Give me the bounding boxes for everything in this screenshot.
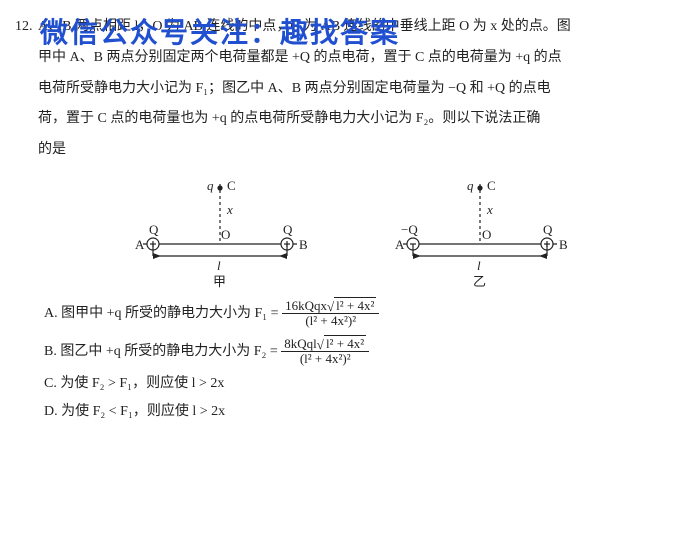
option-c: C. 为使 F₂ > F₁，则应使 l > 2x — [44, 374, 680, 394]
option-b-den: (l² + 4x²)² — [281, 352, 369, 366]
option-a-num-sqrt: l² + 4x² — [334, 297, 376, 313]
option-b: B. 图乙中 +q 所受的静电力大小为 F₂ = 8kQql l² + 4x² (… — [44, 337, 680, 367]
stem-line: 电荷所受静电力大小记为 F₁；图乙中 A、B 两点分别固定电荷量为 −Q 和 +… — [38, 74, 680, 105]
option-d: D. 为使 F₂ < F₁，则应使 l > 2x — [44, 402, 680, 422]
label-q: q — [207, 178, 214, 193]
stem-line: 的是 — [38, 135, 680, 166]
option-a-den: (l² + 4x²)² — [282, 314, 379, 328]
label-Q: Q — [543, 222, 553, 237]
option-a-text: A. 图甲中 +q 所受的静电力大小为 F₁ = — [44, 306, 279, 321]
diagram-row: q C x Q Q O A B l 甲 — [20, 174, 680, 289]
label-O: O — [221, 227, 230, 242]
option-b-fraction: 8kQql l² + 4x² (l² + 4x²)² — [281, 337, 369, 367]
problem-number: 12. — [15, 12, 33, 43]
label-jia: 甲 — [213, 274, 226, 289]
label-B: B — [559, 237, 568, 252]
option-b-num-sqrt: l² + 4x² — [324, 335, 366, 351]
option-b-text: B. 图乙中 +q 所受的静电力大小为 F₂ = — [44, 344, 278, 359]
watermark-text: 微信公众号关注：趣找答案 — [40, 2, 400, 64]
label-A: A — [135, 237, 145, 252]
option-a-fraction: 16kQqx l² + 4x² (l² + 4x²)² — [282, 299, 379, 329]
label-l: l — [477, 258, 481, 273]
label-yi: 乙 — [473, 274, 486, 289]
stem-line: 荷，置于 C 点的电荷量也为 +q 的点电荷所受静电力大小记为 F₂。则以下说法… — [38, 104, 680, 135]
label-negQ: −Q — [401, 222, 418, 237]
label-A: A — [395, 237, 405, 252]
options-block: A. 图甲中 +q 所受的静电力大小为 F₁ = 16kQqx l² + 4x² … — [44, 299, 680, 421]
label-x: x — [226, 202, 233, 217]
label-Q: Q — [283, 222, 293, 237]
label-q: q — [467, 178, 474, 193]
label-B: B — [299, 237, 308, 252]
label-C: C — [487, 178, 496, 193]
diagram-jia: q C x Q Q O A B l 甲 — [125, 174, 315, 289]
label-Q: Q — [149, 222, 159, 237]
label-l: l — [217, 258, 221, 273]
diagram-yi: q C x −Q Q O A B l 乙 — [385, 174, 575, 289]
problem-block: 12. A、B 两点相距 l，O 为 AB 连线的中点，C 为 AB 连线的中垂… — [20, 12, 680, 421]
label-O: O — [482, 227, 491, 242]
option-a: A. 图甲中 +q 所受的静电力大小为 F₁ = 16kQqx l² + 4x² … — [44, 299, 680, 329]
label-x: x — [486, 202, 493, 217]
option-b-num-coeff: 8kQql — [284, 336, 317, 351]
option-a-num-coeff: 16kQqx — [285, 298, 327, 313]
label-C: C — [227, 178, 236, 193]
